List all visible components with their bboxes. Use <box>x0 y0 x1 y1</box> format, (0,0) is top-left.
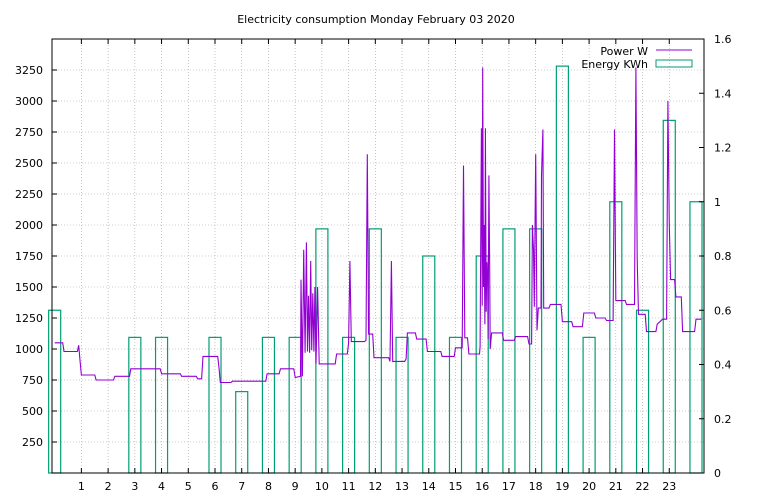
x-tick-label: 14 <box>422 480 436 493</box>
energy-box <box>368 228 382 474</box>
x-tick-label: 3 <box>131 480 138 493</box>
y-right-tick-label: 1 <box>714 196 721 209</box>
chart-title: Electricity consumption Monday February … <box>237 13 515 26</box>
energy-box <box>48 309 62 474</box>
x-tick-label: 10 <box>315 480 329 493</box>
y-left-tick-label: 1250 <box>15 312 43 325</box>
y-left-tick-label: 1750 <box>15 250 43 263</box>
plot-frame <box>51 38 705 474</box>
y-left-tick-label: 2500 <box>15 157 43 170</box>
y-left-tick-label: 1500 <box>15 281 43 294</box>
y-axis-left: 250 500 750 1000 1250 1500 1750 2000 2250 2500 275… <box>15 64 57 449</box>
y-left-tick-label: 3250 <box>15 64 43 77</box>
y-left-tick-label: 3000 <box>15 95 43 108</box>
y-right-tick-label: 0.4 <box>714 359 732 372</box>
y-left-tick-label: 500 <box>22 405 43 418</box>
grid <box>52 39 704 473</box>
energy-box <box>315 228 329 474</box>
x-tick-label: 5 <box>185 480 192 493</box>
x-tick-label: 21 <box>609 480 623 493</box>
x-tick-label: 17 <box>502 480 516 493</box>
y-axis-right: 0 0.2 0.4 0.6 0.8 1 1.2 1.4 1.6 <box>699 33 732 480</box>
y-left-tick-label: 2750 <box>15 126 43 139</box>
x-tick-label: 13 <box>395 480 409 493</box>
x-tick-label: 20 <box>582 480 596 493</box>
y-left-tick-label: 750 <box>22 374 43 387</box>
x-tick-label: 4 <box>158 480 165 493</box>
x-tick-label: 7 <box>238 480 245 493</box>
legend: Power W Energy KWh <box>581 45 693 71</box>
y-right-tick-label: 1.4 <box>714 87 732 100</box>
y-right-tick-label: 0.6 <box>714 304 732 317</box>
y-right-tick-label: 0.8 <box>714 250 732 263</box>
x-tick-label: 6 <box>212 480 219 493</box>
legend-swatch-energy <box>655 59 693 68</box>
x-tick-label: 1 <box>78 480 85 493</box>
x-tick-label: 19 <box>555 480 569 493</box>
y-left-tick-label: 2250 <box>15 188 43 201</box>
energy-box <box>689 201 703 474</box>
x-axis: 1 2 3 4 5 6 7 8 9 10 11 12 13 14 15 16 17 18 19 20 21 22 23 <box>78 39 676 493</box>
energy-box <box>502 228 516 474</box>
y-left-tick-label: 1000 <box>15 343 43 356</box>
x-tick-label: 15 <box>448 480 462 493</box>
x-tick-label: 23 <box>662 480 676 493</box>
legend-label-power: Power W <box>600 45 648 58</box>
legend-label-energy: Energy KWh <box>581 58 648 71</box>
y-right-tick-label: 0.2 <box>714 413 732 426</box>
y-right-tick-label: 0 <box>714 467 721 480</box>
x-tick-label: 11 <box>342 480 356 493</box>
y-right-tick-label: 1.2 <box>714 142 732 155</box>
x-tick-label: 18 <box>529 480 543 493</box>
y-left-tick-label: 250 <box>22 436 43 449</box>
energy-box <box>529 228 543 474</box>
power-series <box>54 67 702 384</box>
x-tick-label: 9 <box>292 480 299 493</box>
energy-box <box>635 309 650 474</box>
x-tick-label: 8 <box>265 480 272 493</box>
power-line <box>54 67 702 384</box>
x-tick-label: 2 <box>105 480 112 493</box>
x-tick-label: 22 <box>636 480 650 493</box>
y-right-tick-label: 1.6 <box>714 33 732 46</box>
x-tick-label: 16 <box>475 480 489 493</box>
y-left-tick-label: 2000 <box>15 219 43 232</box>
x-tick-label: 12 <box>368 480 382 493</box>
